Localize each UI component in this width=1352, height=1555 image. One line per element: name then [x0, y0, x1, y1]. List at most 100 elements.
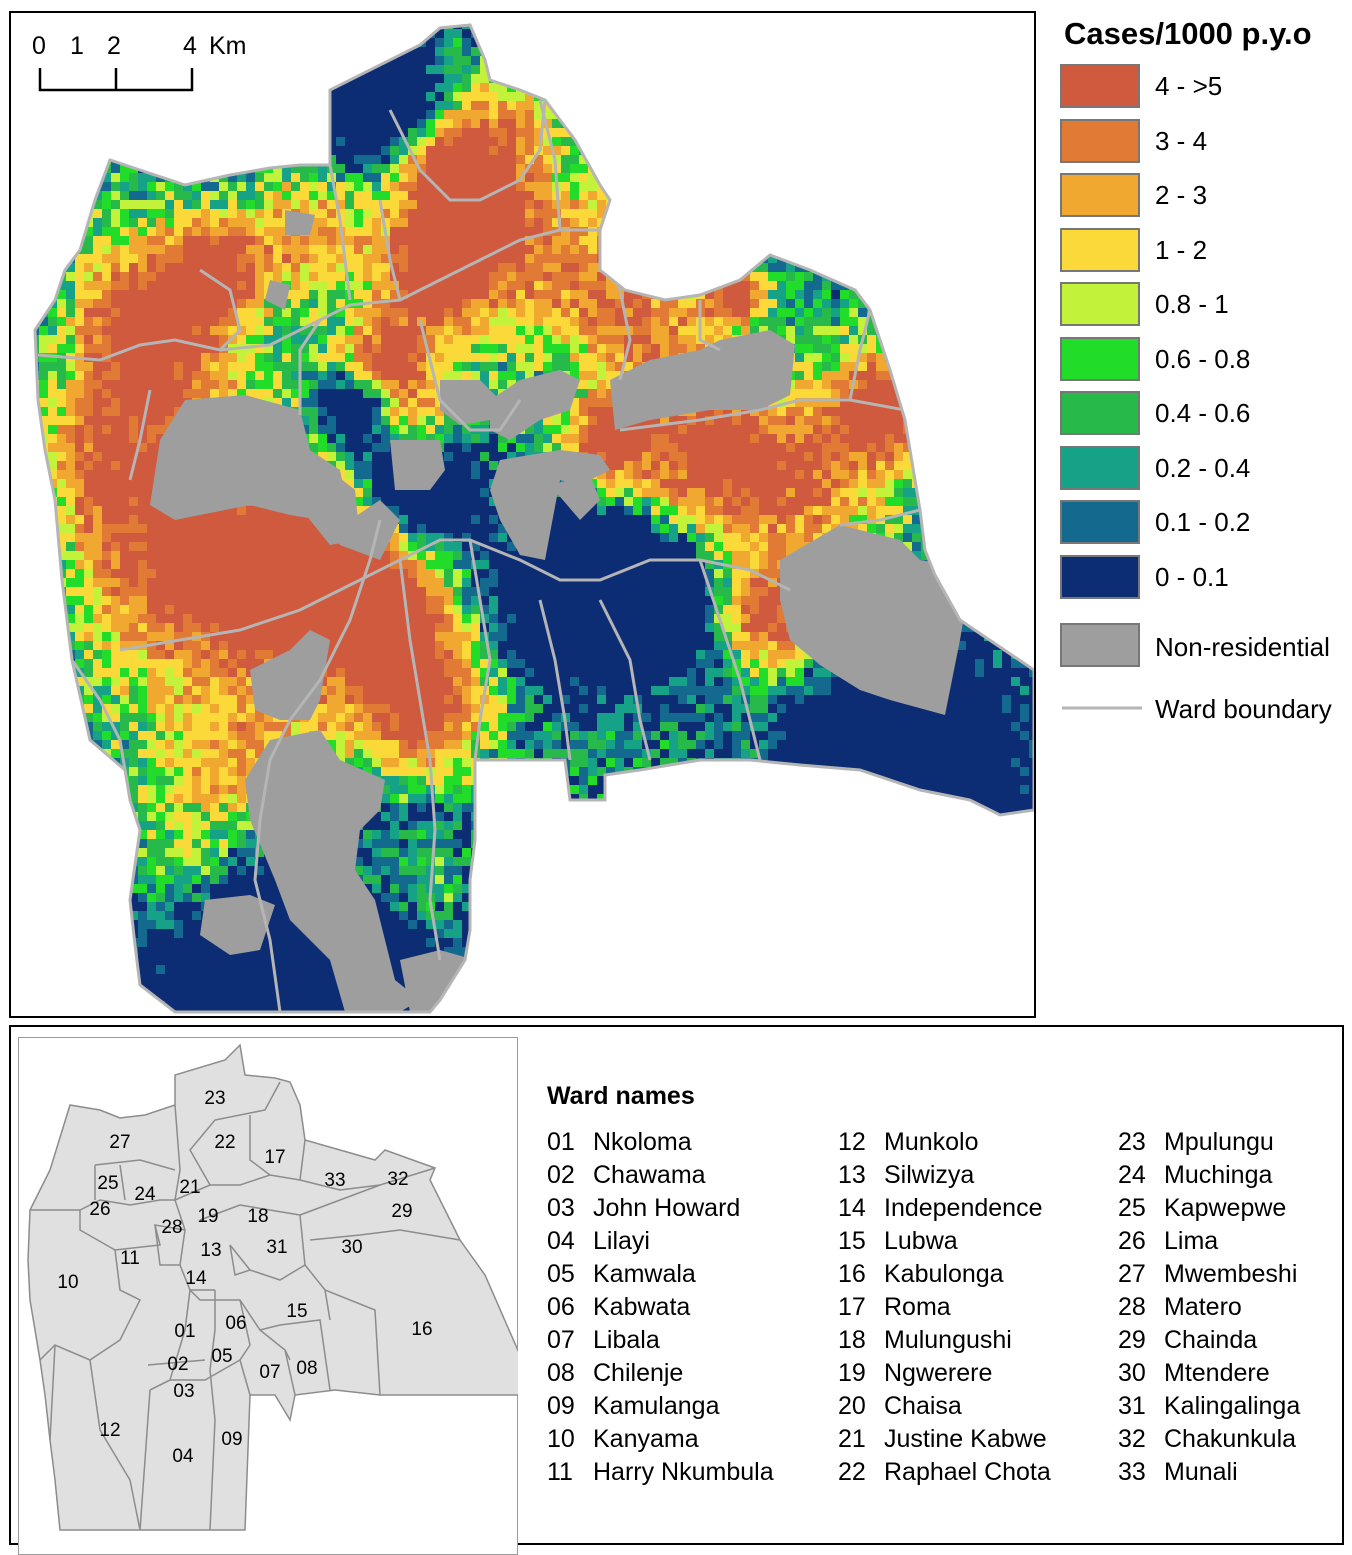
inset-ward-label: 03	[173, 1381, 194, 1402]
ward-name: Nkoloma	[593, 1128, 692, 1156]
inset-ward-label: 08	[296, 1358, 317, 1379]
ward-number: 29	[1118, 1326, 1164, 1355]
inset-ward-label: 15	[286, 1301, 307, 1322]
legend-swatch	[1060, 119, 1140, 163]
ward-name: Matero	[1164, 1293, 1242, 1321]
ward-number: 09	[547, 1392, 593, 1421]
ward-number: 26	[1118, 1227, 1164, 1256]
ward-number: 08	[547, 1359, 593, 1388]
ward-number: 10	[547, 1425, 593, 1454]
inset-ward-label: 14	[185, 1268, 207, 1289]
inset-ward-label: 10	[57, 1272, 78, 1293]
ward-name: Lima	[1164, 1227, 1218, 1255]
inset-ward-label: 21	[179, 1177, 200, 1198]
ward-number: 17	[838, 1293, 884, 1322]
legend-swatch	[1060, 446, 1140, 490]
inset-ward-label: 32	[387, 1169, 408, 1190]
ward-number: 04	[547, 1227, 593, 1256]
ward-name: Ngwerere	[884, 1359, 992, 1387]
ward-number: 23	[1118, 1128, 1164, 1157]
ward-name: Lubwa	[884, 1227, 958, 1255]
legend-label: 0 - 0.1	[1155, 562, 1229, 593]
inset-ward-label: 24	[134, 1184, 156, 1205]
ward-name: Munali	[1164, 1458, 1238, 1486]
legend-title: Cases/1000 p.y.o	[1064, 16, 1312, 52]
ward-number: 13	[838, 1161, 884, 1190]
ward-name: Chakunkula	[1164, 1425, 1296, 1453]
ward-number: 22	[838, 1458, 884, 1487]
inset-ward-label: 04	[172, 1446, 194, 1467]
ward-number: 19	[838, 1359, 884, 1388]
ward-name: Kamwala	[593, 1260, 696, 1288]
inset-ward-label: 06	[225, 1313, 246, 1334]
ward-name: Lilayi	[593, 1227, 650, 1255]
ward-number: 31	[1118, 1392, 1164, 1421]
legend-label: 0.6 - 0.8	[1155, 344, 1250, 375]
scale-tick-0: 0	[32, 32, 46, 61]
legend-swatch	[1060, 64, 1140, 108]
ward-name: Chaisa	[884, 1392, 962, 1420]
inset-ward-label: 02	[167, 1354, 188, 1375]
ward-name: Mtendere	[1164, 1359, 1270, 1387]
ward-name: Kabulonga	[884, 1260, 1004, 1288]
inset-ward-label: 18	[247, 1206, 268, 1227]
legend-swatch	[1060, 173, 1140, 217]
ward-number: 15	[838, 1227, 884, 1256]
legend-swatch	[1060, 500, 1140, 544]
ward-name: Roma	[884, 1293, 951, 1321]
legend-label: 0.2 - 0.4	[1155, 453, 1250, 484]
scale-tick-1: 1	[70, 32, 84, 61]
ward-number: 20	[838, 1392, 884, 1421]
ward-name: Mwembeshi	[1164, 1260, 1297, 1288]
legend-swatch-non-residential	[1060, 623, 1140, 667]
ward-number: 14	[838, 1194, 884, 1223]
legend-label: 3 - 4	[1155, 126, 1207, 157]
ward-name: Raphael Chota	[884, 1458, 1051, 1486]
ward-name: Munkolo	[884, 1128, 979, 1156]
ward-name: John Howard	[593, 1194, 740, 1222]
ward-name: Chilenje	[593, 1359, 683, 1387]
legend-label: 1 - 2	[1155, 235, 1207, 266]
ward-name: Kanyama	[593, 1425, 699, 1453]
ward-number: 12	[838, 1128, 884, 1157]
ward-number: 07	[547, 1326, 593, 1355]
ward-name: Mpulungu	[1164, 1128, 1274, 1156]
inset-ward-label: 17	[264, 1147, 285, 1168]
ward-number: 05	[547, 1260, 593, 1289]
inset-ward-label: 26	[89, 1199, 110, 1220]
ward-number: 30	[1118, 1359, 1164, 1388]
ward-name: Kabwata	[593, 1293, 690, 1321]
ward-number: 03	[547, 1194, 593, 1223]
ward-name: Kalingalinga	[1164, 1392, 1300, 1420]
ward-number: 33	[1118, 1458, 1164, 1487]
ward-name: Chainda	[1164, 1326, 1257, 1354]
ward-name: Kamulanga	[593, 1392, 719, 1420]
ward-number: 06	[547, 1293, 593, 1322]
inset-ward-label: 28	[161, 1217, 182, 1238]
inset-ward-label: 33	[324, 1170, 345, 1191]
inset-ward-label: 19	[197, 1206, 218, 1227]
legend-swatch	[1060, 555, 1140, 599]
ward-name: Libala	[593, 1326, 660, 1354]
